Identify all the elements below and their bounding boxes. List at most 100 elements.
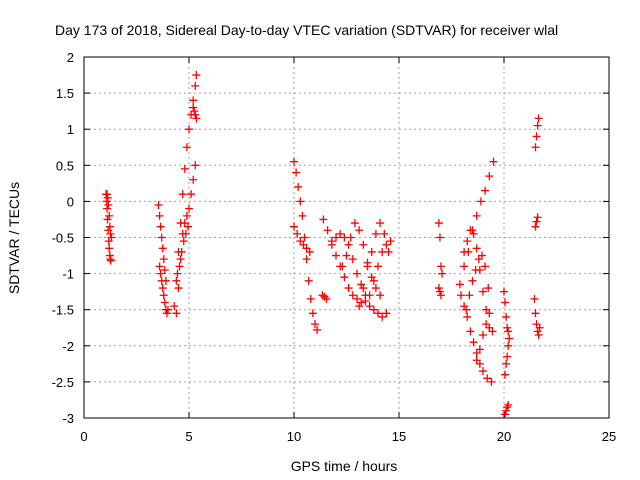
data-point — [353, 269, 361, 278]
y-tick-label: 1.5 — [56, 86, 74, 101]
data-point — [156, 222, 165, 231]
data-point — [323, 226, 332, 235]
y-tick-label: 0.5 — [56, 158, 74, 173]
x-tick-label: 5 — [185, 429, 192, 444]
data-point — [172, 276, 181, 285]
data-point — [353, 294, 361, 303]
series-arc-16.9h-low — [434, 284, 445, 300]
x-axis-label: GPS time / hours — [291, 458, 398, 474]
data-point — [481, 262, 490, 271]
y-tick-label: 2 — [67, 50, 74, 65]
data-point — [342, 251, 351, 260]
data-point — [348, 255, 357, 264]
data-point — [456, 291, 465, 300]
data-point — [338, 262, 347, 271]
data-point — [386, 237, 395, 246]
series-arc-21.5h-mid — [531, 213, 542, 231]
data-point — [531, 143, 540, 152]
data-point — [462, 305, 471, 314]
data-point — [346, 233, 355, 242]
data-point — [479, 367, 487, 376]
data-point — [472, 244, 481, 253]
series-arc-10h-flat — [290, 222, 314, 256]
y-axis-label: SDTVAR / TECUs — [6, 182, 22, 294]
data-point — [465, 291, 474, 300]
data-point — [380, 229, 389, 238]
data-point — [189, 96, 198, 105]
data-point — [332, 251, 340, 260]
y-tick-label: -2 — [62, 339, 74, 354]
series-arc-18h-rise — [455, 157, 498, 289]
points-layer — [102, 71, 544, 419]
y-tick-label: -1.5 — [52, 303, 74, 318]
data-point — [531, 222, 540, 231]
data-point — [382, 240, 391, 249]
data-point — [471, 265, 480, 274]
data-point — [489, 157, 498, 166]
series-arc-21.5h-top — [531, 114, 543, 152]
data-point — [476, 197, 485, 206]
data-point — [371, 229, 380, 238]
data-point — [469, 229, 478, 238]
data-point — [359, 284, 368, 293]
y-tick-label: -0.5 — [52, 231, 74, 246]
x-tick-label: 25 — [602, 429, 616, 444]
data-point — [504, 401, 513, 410]
data-point — [178, 190, 187, 199]
data-point — [190, 107, 199, 116]
data-point — [531, 309, 540, 318]
data-point — [484, 284, 493, 293]
data-point — [191, 81, 200, 90]
data-point — [158, 284, 167, 293]
data-point — [340, 273, 349, 282]
x-tick-label: 20 — [497, 429, 511, 444]
series-arc-21.5h-low — [530, 294, 544, 339]
series-arc-4.5h-low — [173, 222, 192, 278]
data-point — [319, 215, 328, 224]
data-point — [157, 233, 166, 242]
data-point — [487, 377, 496, 386]
data-point — [365, 302, 374, 311]
series-arc-12h-cross — [327, 229, 391, 321]
data-point — [479, 287, 487, 296]
data-point — [313, 325, 322, 334]
data-point — [475, 345, 484, 354]
data-point — [180, 164, 189, 173]
data-point — [348, 291, 357, 300]
data-point — [435, 287, 444, 296]
data-point — [355, 226, 364, 235]
series-arc-20.1h-bottom — [501, 401, 513, 419]
data-point — [350, 219, 359, 228]
series-arc-13.2h-bump — [355, 219, 393, 311]
data-point — [460, 302, 469, 311]
y-tick-label: -3 — [62, 411, 74, 426]
data-point — [485, 309, 494, 318]
data-point — [437, 262, 445, 271]
data-point — [104, 201, 113, 210]
x-tick-label: 0 — [80, 429, 87, 444]
series-arc-4.4h-mid — [172, 161, 200, 318]
data-point — [191, 110, 200, 119]
data-point — [485, 172, 494, 181]
data-point — [503, 352, 512, 361]
data-point — [103, 215, 112, 224]
data-point — [533, 327, 542, 336]
data-point — [482, 320, 491, 329]
data-point — [159, 255, 168, 264]
data-point — [156, 269, 165, 278]
data-point — [357, 298, 366, 307]
data-point — [534, 330, 543, 339]
data-point — [164, 305, 172, 314]
data-point — [336, 229, 345, 238]
data-point — [434, 284, 443, 293]
data-point — [187, 190, 196, 199]
data-point — [382, 309, 391, 318]
series-arc-11.5h-wave — [319, 215, 395, 307]
data-point — [488, 327, 497, 336]
data-point — [502, 359, 511, 368]
data-point — [374, 262, 382, 271]
data-point — [292, 168, 301, 177]
data-point — [505, 334, 514, 343]
data-point — [304, 276, 313, 285]
